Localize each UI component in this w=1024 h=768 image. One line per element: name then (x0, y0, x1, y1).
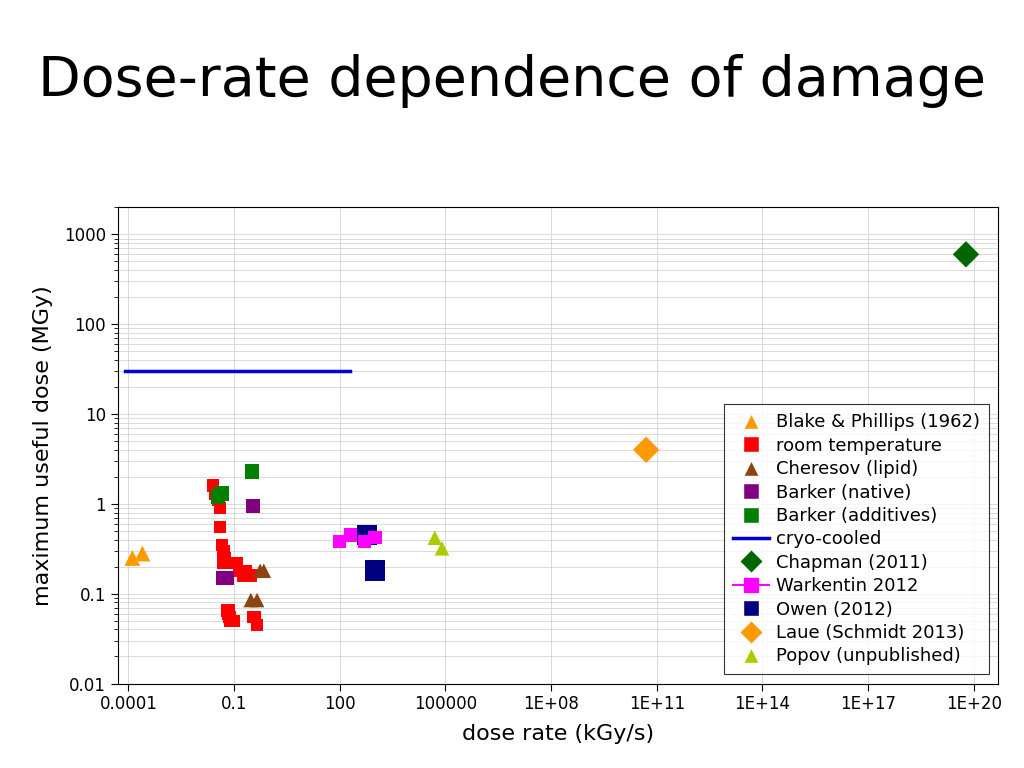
Point (214, 538, 230, 551)
Point (638, 444, 654, 456)
Point (224, 557, 241, 569)
Point (252, 564, 268, 577)
Point (359, 529, 376, 541)
Legend: Blake & Phillips (1962), room temperature, Cheresov (lipid), Barker (native), Ba: Blake & Phillips (1962), room temperatur… (724, 404, 989, 674)
Point (219, 604, 236, 617)
Point (215, 571, 231, 584)
Point (245, 611, 261, 623)
Point (212, 521, 228, 533)
Point (214, 488, 230, 500)
Point (220, 607, 237, 620)
Point (434, 542, 451, 554)
Point (244, 465, 260, 478)
Y-axis label: maximum useful dose (MGy): maximum useful dose (MGy) (33, 285, 52, 606)
Point (226, 557, 243, 569)
Point (342, 529, 358, 541)
Point (243, 594, 259, 606)
Point (249, 594, 265, 606)
Point (222, 614, 239, 627)
Point (427, 531, 443, 544)
Point (215, 545, 231, 557)
Point (957, 248, 974, 260)
Point (208, 488, 224, 500)
Point (256, 564, 272, 577)
Point (238, 564, 254, 577)
Point (215, 557, 231, 569)
Point (221, 611, 238, 623)
Point (124, 551, 140, 564)
Point (226, 614, 243, 627)
Text: Dose-rate dependence of damage: Dose-rate dependence of damage (38, 54, 986, 108)
Point (356, 535, 373, 548)
Point (231, 564, 248, 577)
Point (243, 569, 259, 581)
Point (245, 500, 261, 512)
Point (367, 564, 383, 577)
Point (237, 564, 253, 577)
Point (249, 619, 265, 631)
Point (205, 479, 221, 492)
Point (134, 548, 151, 560)
Point (218, 571, 234, 584)
Point (217, 551, 233, 564)
Point (234, 569, 251, 581)
Point (228, 557, 245, 569)
Point (210, 491, 226, 503)
Point (332, 535, 348, 548)
Point (240, 569, 256, 581)
Point (247, 611, 263, 623)
Point (218, 557, 234, 569)
Point (220, 604, 237, 617)
X-axis label: dose rate (kGy/s): dose rate (kGy/s) (462, 724, 654, 744)
Point (210, 494, 226, 506)
Point (367, 531, 383, 544)
Point (212, 502, 228, 514)
